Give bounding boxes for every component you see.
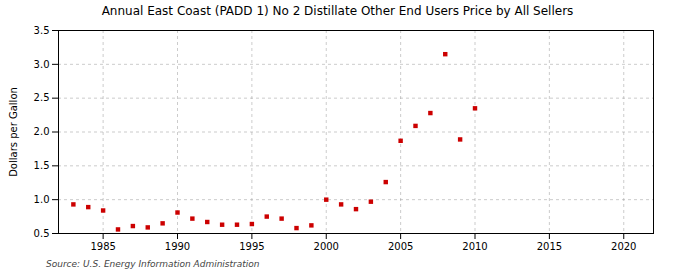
svg-text:3.0: 3.0 <box>34 59 50 70</box>
svg-text:1.5: 1.5 <box>34 160 50 171</box>
svg-text:2000: 2000 <box>314 241 339 252</box>
svg-text:1990: 1990 <box>165 241 190 252</box>
svg-text:2.0: 2.0 <box>34 126 50 137</box>
svg-text:1.0: 1.0 <box>34 194 50 205</box>
html-text:Source: U.S. Energy Informatio: Source: U.S. Energy Information Administ… <box>46 259 260 269</box>
svg-text:1985: 1985 <box>90 241 115 252</box>
svg-text:Dollars per Gallon: Dollars per Gallon <box>8 87 19 177</box>
svg-text:2005: 2005 <box>388 241 413 252</box>
svg-text:3.5: 3.5 <box>34 25 50 36</box>
svg-text:1995: 1995 <box>239 241 264 252</box>
svg-text:2.5: 2.5 <box>34 92 50 103</box>
svg-text:2010: 2010 <box>462 241 487 252</box>
svg-text:0.5: 0.5 <box>34 228 50 239</box>
svg-text:2015: 2015 <box>537 241 562 252</box>
html-text:Annual East Coast (PADD 1) No: Annual East Coast (PADD 1) No 2 Distilla… <box>101 4 574 18</box>
svg-text:2020: 2020 <box>611 241 636 252</box>
